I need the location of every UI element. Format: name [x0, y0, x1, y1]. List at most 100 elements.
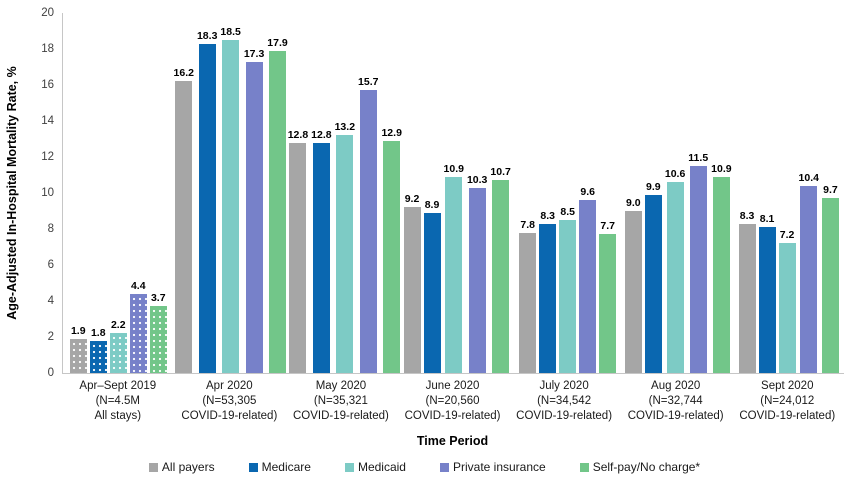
- bar-with-label: 8.5: [559, 206, 577, 373]
- bar-with-label: 12.8: [311, 129, 332, 373]
- bar-value-label: 12.9: [381, 126, 402, 139]
- bar-value-label: 4.4: [130, 279, 146, 292]
- x-category-label: July 2020 (N=34,542 COVID-19-related): [516, 380, 613, 422]
- legend-item: Medicaid: [344, 460, 406, 474]
- y-tick-label: 0: [47, 367, 54, 379]
- bar-value-label: 18.5: [220, 26, 241, 38]
- bar: [383, 140, 401, 373]
- bar-with-label: 1.9: [69, 324, 87, 373]
- legend-label: Self-pay/No charge*: [592, 460, 701, 474]
- legend-swatch-icon: [439, 462, 449, 472]
- bar-value-label: 16.2: [173, 67, 194, 80]
- x-axis-labels: Apr–Sept 2019 (N=4.5M All stays) Apr 2020 (N…: [62, 379, 843, 424]
- legend-label: Private insurance: [452, 460, 546, 474]
- y-tick-label: 6: [47, 259, 54, 271]
- bar: [644, 194, 662, 373]
- y-tick-label: 10: [41, 187, 54, 199]
- bar-group: 16.2 18.3 18.5 17.3 17.9: [174, 13, 288, 373]
- bar: [175, 81, 193, 373]
- bar-with-label: 9.9: [644, 180, 662, 373]
- bar-with-label: 13.2: [335, 121, 355, 373]
- bar-with-label: 18.5: [220, 26, 241, 373]
- bar: [758, 227, 776, 373]
- bar: [129, 293, 147, 373]
- legend-item: Medicare: [248, 460, 311, 474]
- bar: [599, 234, 617, 373]
- bar-group: 7.8 8.3 8.5 9.6 7.7: [512, 13, 623, 373]
- y-tick-label: 14: [41, 115, 54, 127]
- x-category-label: May 2020 (N=35,321 COVID-19-related): [293, 380, 389, 422]
- bar: [312, 142, 330, 373]
- bar: [539, 223, 557, 373]
- bar-with-label: 10.3: [467, 174, 487, 373]
- legend-swatch-icon: [344, 462, 354, 472]
- bar-group: 1.9 1.8 2.2 4.4 3.7: [63, 13, 174, 373]
- y-tick-label: 12: [41, 151, 54, 163]
- bar-value-label: 7.7: [600, 220, 615, 233]
- x-category-label: Sept 2020 (N=24,012 COVID-19-related): [739, 380, 836, 422]
- bar-with-label: 9.2: [403, 193, 421, 373]
- bar-with-label: 17.9: [267, 36, 288, 373]
- bar: [359, 90, 377, 373]
- bar: [800, 185, 818, 373]
- legend-label: All payers: [161, 460, 215, 474]
- legend-item: All payers: [148, 460, 215, 474]
- bar-value-label: 10.9: [443, 162, 464, 175]
- bar-value-label: 1.8: [90, 326, 106, 339]
- bar-with-label: 10.9: [711, 163, 732, 373]
- bar: [821, 198, 839, 373]
- bar-with-label: 9.7: [821, 184, 839, 373]
- bar-value-label: 10.3: [466, 173, 488, 186]
- bar-value-label: 17.9: [267, 36, 288, 49]
- x-category-label: June 2020 (N=20,560 COVID-19-related): [404, 380, 501, 422]
- bar: [289, 142, 307, 373]
- bar-value-label: 9.6: [580, 186, 595, 199]
- bar-value-label: 8.3: [540, 209, 555, 222]
- bar: [69, 338, 87, 373]
- legend-swatch-icon: [248, 462, 258, 472]
- bar-with-label: 16.2: [174, 67, 194, 373]
- bar: [778, 243, 796, 373]
- bar: [666, 182, 684, 373]
- bar-with-label: 8.3: [539, 209, 557, 373]
- bar-with-label: 10.9: [444, 163, 464, 373]
- bar: [89, 340, 107, 373]
- bar: [445, 176, 463, 373]
- bar-value-label: 13.2: [334, 121, 356, 134]
- bar-with-label: 7.8: [519, 219, 537, 373]
- bar-value-label: 10.7: [490, 166, 511, 179]
- bar-value-label: 8.1: [759, 213, 775, 226]
- x-axis-title: Time Period: [416, 434, 489, 448]
- bar-with-label: 9.0: [624, 197, 642, 373]
- bar: [149, 306, 167, 373]
- bar: [222, 40, 240, 373]
- bar-with-label: 18.3: [197, 30, 217, 373]
- bar-with-label: 10.7: [490, 166, 511, 373]
- y-tick-label: 2: [47, 331, 54, 343]
- y-tick-label: 8: [47, 223, 54, 235]
- legend-label: Medicaid: [357, 460, 406, 474]
- legend-swatch-icon: [148, 462, 158, 472]
- bar-with-label: 3.7: [149, 292, 167, 373]
- x-category-label: Apr–Sept 2019 (N=4.5M All stays): [79, 380, 157, 422]
- bar: [624, 211, 642, 373]
- bar-with-label: 10.4: [799, 172, 819, 373]
- bar-with-label: 17.3: [244, 48, 264, 373]
- bar-with-label: 7.7: [599, 220, 617, 373]
- bar-with-label: 12.8: [288, 129, 308, 373]
- bar-with-label: 15.7: [358, 76, 378, 373]
- bar-value-label: 9.0: [626, 197, 641, 209]
- bar-value-label: 9.9: [646, 180, 661, 193]
- bar: [519, 232, 537, 373]
- bar-with-label: 8.1: [758, 213, 776, 373]
- bar-value-label: 9.2: [404, 193, 420, 206]
- bar: [403, 207, 421, 373]
- bar-value-label: 1.9: [70, 324, 86, 337]
- bar: [492, 180, 510, 373]
- bar-with-label: 9.6: [579, 186, 597, 373]
- bar-with-label: 2.2: [109, 319, 127, 373]
- bar: [423, 212, 441, 373]
- legend-swatch-icon: [579, 462, 589, 472]
- y-axis-ticks: 0 2 4 6 8 10 12 14 16 18 20: [0, 7, 54, 379]
